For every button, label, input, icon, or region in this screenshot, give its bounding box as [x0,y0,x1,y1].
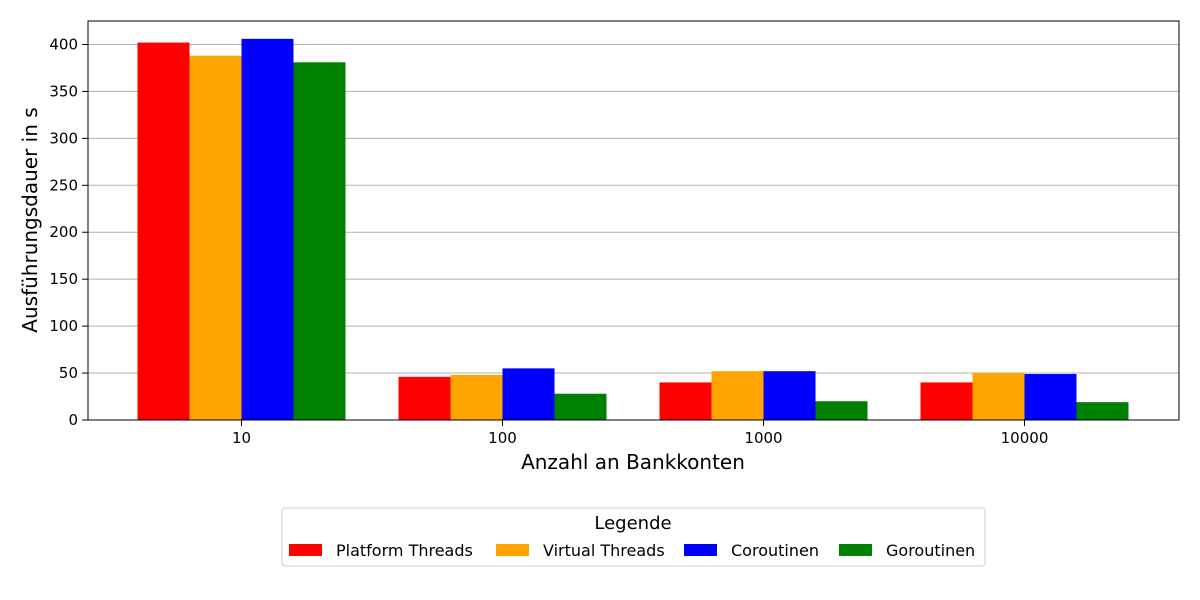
legend-item-platform-threads: Platform Threads [289,541,473,560]
legend-label: Platform Threads [336,541,473,560]
legend: Legende Platform Threads Virtual Threads C… [281,507,986,567]
legend-title: Legende [594,513,671,534]
y-axis-title: Ausführungsdauer in s [18,107,42,332]
bar-virtual-threads-1000 [711,371,764,420]
legend-frame [281,507,986,567]
y-tick-label: 400 [49,35,78,53]
x-axis-ticks: 10 100 1000 10000 [232,420,1048,447]
legend-item-coroutinen: Coroutinen [684,541,819,560]
bars [137,38,1129,421]
y-tick-label: 300 [49,129,78,147]
y-tick-label: 250 [49,176,78,194]
plot-frame [87,20,1180,421]
x-axis-title: Anzahl an Bankkonten [521,450,745,474]
x-tick-label: 10 [232,429,251,447]
bar-goroutinen-10000 [1076,402,1129,420]
bar-platform-threads-10 [137,42,190,420]
legend-label: Coroutinen [731,541,819,560]
y-tick-label: 350 [49,82,78,100]
legend-item-virtual-threads: Virtual Threads [496,541,665,560]
y-tick-label: 200 [49,223,78,241]
bar-coroutinen-100 [502,368,555,420]
y-tick-label: 100 [49,317,78,335]
bar-coroutinen-10000 [1024,373,1077,420]
y-tick-label: 0 [68,411,78,429]
bar-goroutinen-10 [293,62,346,421]
y-tick-label: 50 [59,364,78,382]
x-tick-label: 1000 [744,429,782,447]
bar-coroutinen-1000 [763,371,816,420]
bar-goroutinen-100 [554,393,607,420]
legend-items: Platform Threads Virtual Threads Coroutine… [289,541,975,560]
legend-label: Goroutinen [886,541,975,560]
legend-swatch [289,544,322,556]
legend-swatch [839,544,872,556]
x-tick-label: 100 [488,429,517,447]
bar-virtual-threads-100 [450,374,503,420]
y-axis-ticks: 0 50 100 150 200 250 300 350 400 [49,35,88,429]
legend-item-goroutinen: Goroutinen [839,541,975,560]
legend-swatch [684,544,717,556]
legend-swatch [496,544,529,556]
x-tick-label: 10000 [1001,429,1049,447]
legend-label: Virtual Threads [543,541,665,560]
bar-platform-threads-100 [398,376,451,420]
bar-goroutinen-1000 [815,401,868,420]
bar-platform-threads-10000 [920,382,973,420]
bar-virtual-threads-10000 [972,373,1025,420]
bar-coroutinen-10 [241,38,294,420]
y-tick-label: 150 [49,270,78,288]
bar-virtual-threads-10 [189,55,242,420]
bar-platform-threads-1000 [659,382,712,420]
